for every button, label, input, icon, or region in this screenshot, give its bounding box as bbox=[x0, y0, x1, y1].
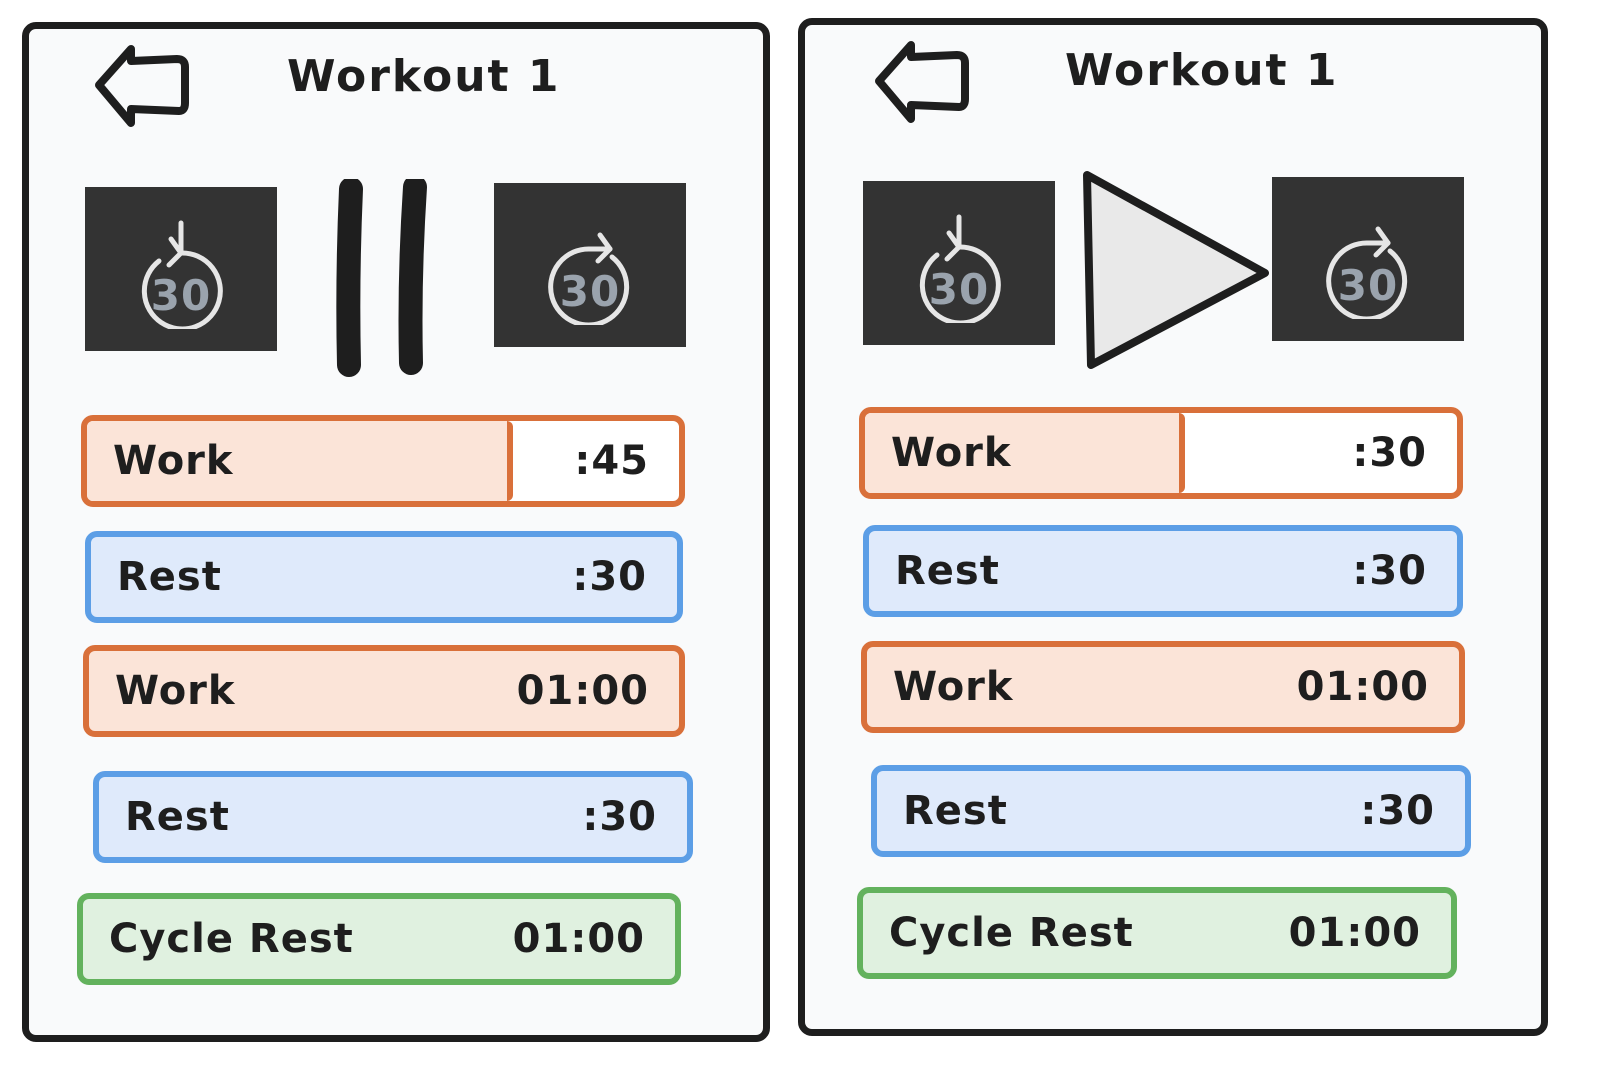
interval-row-work-current[interactable]: Work :45 bbox=[81, 415, 685, 507]
interval-label: Rest bbox=[125, 794, 230, 840]
forward-seconds-label: 30 bbox=[1337, 261, 1399, 310]
forward-30-icon bbox=[1326, 226, 1408, 319]
interval-row-rest[interactable]: Rest :30 bbox=[863, 525, 1463, 617]
interval-label: Cycle Rest bbox=[889, 910, 1134, 956]
interval-progress-fill bbox=[87, 421, 514, 501]
interval-label: Work bbox=[893, 664, 1014, 710]
interval-label: Rest bbox=[895, 548, 1000, 594]
interval-time: 01:00 bbox=[1288, 910, 1421, 956]
rewind-seconds-label: 30 bbox=[150, 271, 212, 320]
interval-label: Rest bbox=[903, 788, 1008, 834]
interval-time: :45 bbox=[574, 438, 649, 484]
interval-row-work[interactable]: Work 01:00 bbox=[83, 645, 685, 737]
interval-label: Work bbox=[891, 430, 1012, 476]
interval-time: 01:00 bbox=[1296, 664, 1429, 710]
forward-seconds-label: 30 bbox=[559, 267, 621, 316]
rewind-30-button[interactable]: 30 bbox=[85, 187, 277, 351]
interval-time: 01:00 bbox=[512, 916, 645, 962]
forward-30-button[interactable]: 30 bbox=[1272, 177, 1464, 341]
interval-time: :30 bbox=[1352, 548, 1427, 594]
interval-label: Work bbox=[113, 438, 234, 484]
interval-time: 01:00 bbox=[516, 668, 649, 714]
interval-row-work[interactable]: Work 01:00 bbox=[861, 641, 1465, 733]
workout-screen-playing: Workout 1 30 30 Work :45 bbox=[22, 22, 770, 1042]
interval-row-rest[interactable]: Rest :30 bbox=[871, 765, 1471, 857]
pause-button[interactable] bbox=[329, 179, 439, 379]
pause-icon bbox=[336, 179, 427, 377]
back-button[interactable] bbox=[91, 43, 191, 127]
interval-row-cycle-rest[interactable]: Cycle Rest 01:00 bbox=[77, 893, 681, 985]
page-title: Workout 1 bbox=[287, 51, 561, 102]
interval-row-work-current[interactable]: Work :30 bbox=[859, 407, 1463, 499]
rewind-30-icon bbox=[919, 214, 1001, 323]
back-arrow-icon bbox=[875, 41, 969, 123]
interval-label: Rest bbox=[117, 554, 222, 600]
interval-row-rest[interactable]: Rest :30 bbox=[93, 771, 693, 863]
interval-row-rest[interactable]: Rest :30 bbox=[85, 531, 683, 623]
forward-30-button[interactable]: 30 bbox=[494, 183, 686, 347]
forward-30-icon bbox=[548, 232, 630, 325]
play-button[interactable] bbox=[1075, 165, 1275, 375]
rewind-30-icon bbox=[141, 220, 223, 329]
back-button[interactable] bbox=[871, 39, 971, 123]
page-title: Workout 1 bbox=[1065, 45, 1339, 96]
interval-time: :30 bbox=[572, 554, 647, 600]
interval-label: Cycle Rest bbox=[109, 916, 354, 962]
interval-time: :30 bbox=[582, 794, 657, 840]
interval-progress-fill bbox=[865, 413, 1185, 493]
rewind-seconds-label: 30 bbox=[928, 265, 990, 314]
rewind-30-button[interactable]: 30 bbox=[863, 181, 1055, 345]
interval-time: :30 bbox=[1360, 788, 1435, 834]
interval-label: Work bbox=[115, 668, 236, 714]
interval-row-cycle-rest[interactable]: Cycle Rest 01:00 bbox=[857, 887, 1457, 979]
workout-screen-paused: Workout 1 30 30 Work :30 bbox=[798, 18, 1548, 1036]
back-arrow-icon bbox=[95, 45, 189, 127]
interval-time: :30 bbox=[1352, 430, 1427, 476]
play-icon bbox=[1083, 171, 1269, 369]
